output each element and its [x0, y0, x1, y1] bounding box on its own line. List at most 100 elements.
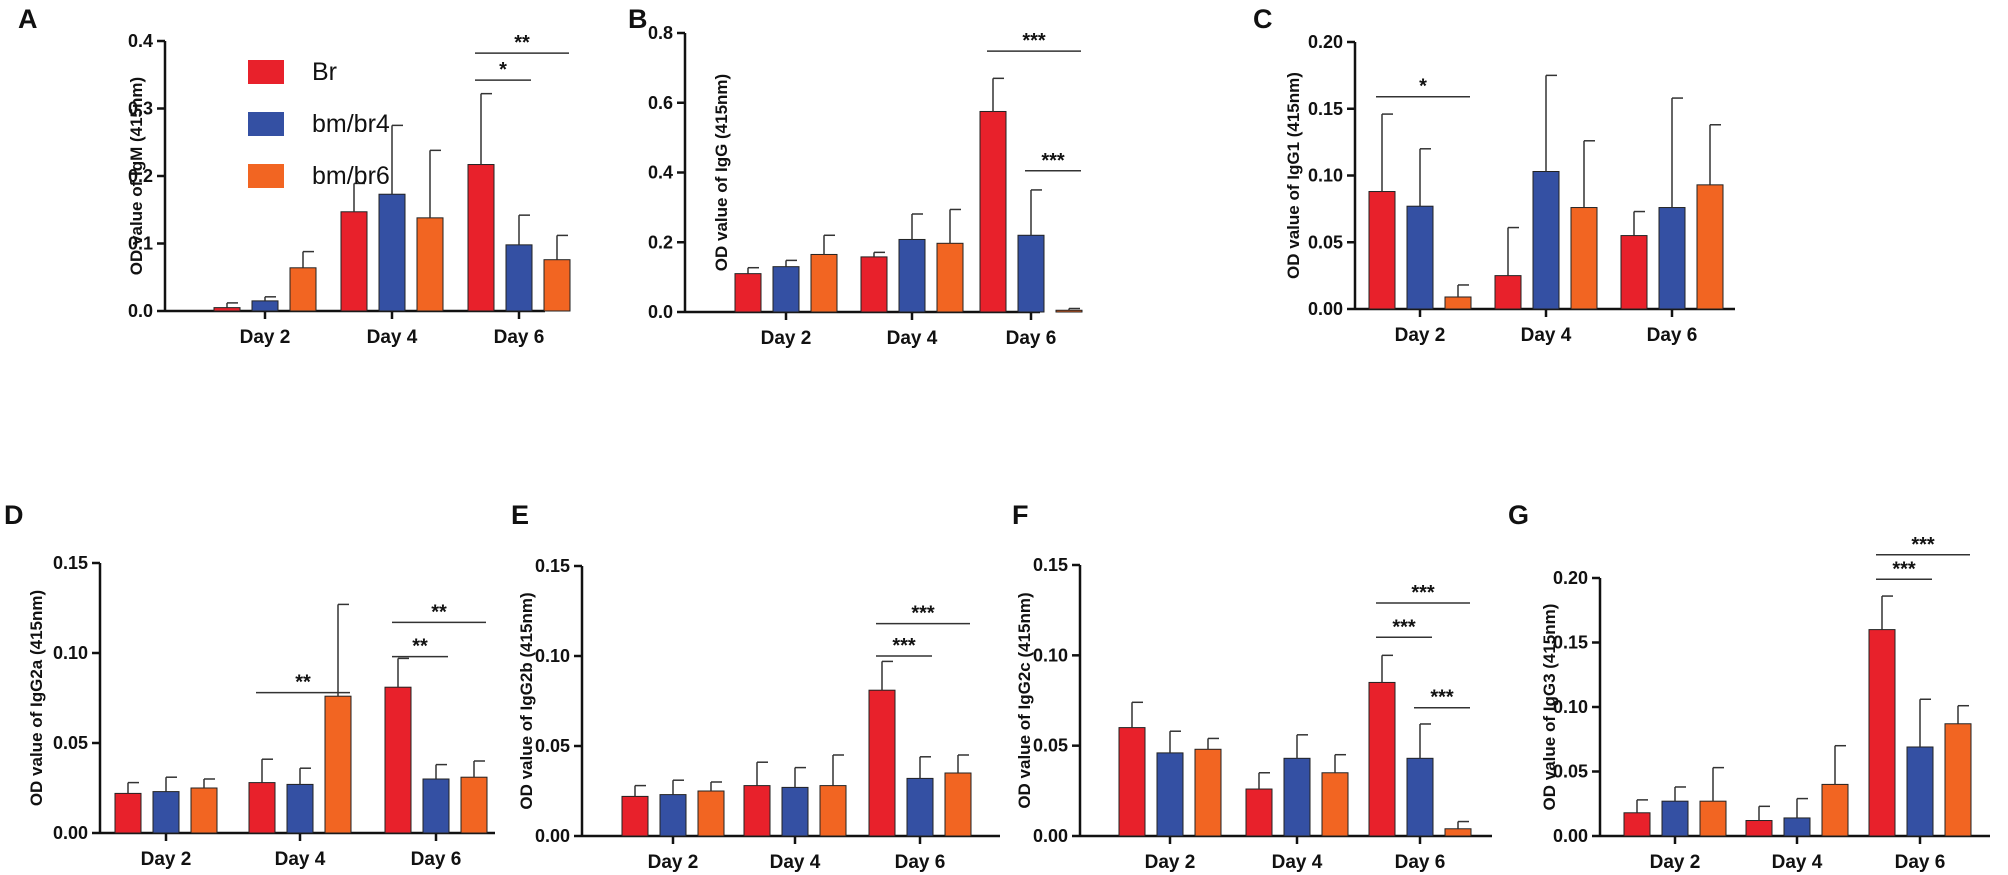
bar	[659, 794, 687, 837]
bar	[114, 792, 142, 834]
bar	[621, 795, 649, 837]
bar	[213, 307, 241, 312]
y-axis-label: OD value of IgG1 (415nm)	[1284, 72, 1303, 279]
bar	[1321, 772, 1349, 837]
legend-swatch-br	[248, 60, 284, 84]
y-axis-label: OD value of IgM (415nm)	[127, 77, 146, 275]
x-tick-label: Day 2	[141, 849, 192, 870]
significance-marker: ***	[1041, 150, 1065, 172]
legend-item-br: Br	[248, 46, 390, 98]
y-tick-label: 0.15	[1033, 555, 1068, 575]
panel-label: E	[511, 500, 529, 530]
y-tick-label: 0.15	[1553, 633, 1588, 653]
x-tick-label: Day 4	[367, 327, 418, 348]
bar	[340, 211, 368, 312]
legend-swatch-bm-br4	[248, 112, 284, 136]
legend-item-bm-br4: bm/br4	[248, 98, 390, 150]
chart-panel-c: C OD value of IgG1 (415nm) 0.00 0.05 0.10 0.1…	[1253, 4, 1735, 346]
panel-label: B	[628, 4, 648, 34]
y-tick-label: 0.0	[128, 301, 153, 321]
bar	[1406, 757, 1434, 837]
y-tick-label: 0.00	[535, 826, 570, 846]
y-tick-label: 0.8	[648, 23, 673, 43]
x-tick-label: Day 4	[275, 849, 326, 870]
legend: Br bm/br4 bm/br6	[248, 46, 390, 202]
bar	[781, 786, 809, 837]
legend-label-bm-br6: bm/br6	[312, 161, 390, 190]
bar	[1570, 207, 1598, 310]
x-tick-label: Day 2	[1395, 325, 1446, 346]
legend-label-br: Br	[312, 57, 337, 86]
x-tick-label: Day 2	[240, 327, 291, 348]
significance-marker: ***	[911, 603, 935, 625]
chart-panel-f: F OD value of IgG2c (415nm) 0.00 0.05 0.10 0.…	[1012, 500, 1492, 873]
y-tick-label: 0.4	[128, 31, 153, 51]
bar	[1118, 727, 1146, 837]
bar	[1661, 800, 1689, 837]
y-tick-label: 0.1	[128, 234, 153, 254]
y-tick-label: 0.15	[53, 553, 88, 573]
y-tick-label: 0.10	[535, 646, 570, 666]
bar	[286, 783, 314, 834]
significance-marker: *	[1419, 76, 1427, 98]
bar	[1821, 783, 1849, 837]
bar	[422, 778, 450, 834]
y-tick-label: 0.6	[648, 93, 673, 113]
legend-swatch-bm-br6	[248, 164, 284, 188]
bar	[460, 776, 488, 834]
significance-marker: **	[431, 601, 447, 623]
bar	[1194, 748, 1222, 837]
bar	[1245, 788, 1273, 837]
significance-marker: **	[514, 32, 530, 54]
significance-marker: ***	[892, 635, 916, 657]
panel-label: D	[4, 500, 24, 530]
bar	[289, 267, 317, 312]
bar	[1444, 296, 1472, 310]
y-tick-label: 0.0	[648, 302, 673, 322]
chart-panel-b: B OD value of IgG (415nm) 0.0 0.2 0.4 0.6 0.8 D…	[628, 4, 1083, 349]
bar	[868, 689, 896, 837]
significance-marker: ***	[1892, 558, 1916, 580]
bar	[1156, 752, 1184, 837]
x-tick-label: Day 4	[770, 852, 821, 873]
bar	[1658, 207, 1686, 310]
bar	[743, 785, 771, 837]
y-tick-label: 0.05	[1553, 762, 1588, 782]
bar	[152, 791, 180, 834]
panel-label: A	[18, 4, 38, 34]
bar	[1532, 170, 1560, 310]
bar	[944, 772, 972, 837]
chart-panel-a: A OD value of IgM (415nm) 0.0 0.1 0.2 0.3 0.4 D…	[18, 4, 571, 348]
x-tick-label: Day 2	[1145, 852, 1196, 873]
y-tick-label: 0.2	[128, 166, 153, 186]
bar	[1696, 184, 1724, 310]
significance-marker: ***	[1392, 616, 1416, 638]
x-tick-label: Day 6	[1895, 852, 1946, 873]
y-tick-label: 0.10	[1033, 645, 1068, 665]
legend-label-bm-br4: bm/br4	[312, 109, 390, 138]
chart-panel-g: G OD value of IgG3 (415nm) 0.00 0.05 0.10 0.1…	[1508, 500, 1990, 873]
bar	[1783, 817, 1811, 837]
y-tick-label: 0.20	[1308, 32, 1343, 52]
y-tick-label: 0.05	[1033, 736, 1068, 756]
x-tick-label: Day 6	[494, 327, 545, 348]
x-tick-label: Day 4	[1272, 852, 1323, 873]
bar	[906, 777, 934, 837]
y-tick-label: 0.3	[128, 99, 153, 119]
bar	[979, 110, 1007, 313]
significance-marker: **	[295, 672, 311, 694]
y-axis-label: OD value of IgG2a (415nm)	[27, 590, 46, 806]
y-tick-label: 0.4	[648, 163, 673, 183]
y-tick-label: 0.15	[535, 556, 570, 576]
bar	[248, 782, 276, 834]
bar	[810, 253, 838, 313]
bar	[1283, 757, 1311, 837]
significance-marker: ***	[1911, 534, 1935, 556]
y-tick-label: 0.00	[1308, 299, 1343, 319]
bar	[1494, 275, 1522, 310]
x-tick-label: Day 2	[648, 852, 699, 873]
y-tick-label: 0.05	[53, 733, 88, 753]
bar	[505, 244, 533, 312]
x-tick-label: Day 6	[1647, 325, 1698, 346]
panel-label: C	[1253, 4, 1273, 34]
